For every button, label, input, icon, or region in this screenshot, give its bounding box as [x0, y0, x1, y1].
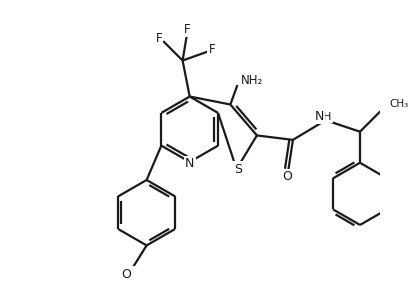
Text: N: N — [185, 157, 194, 170]
Text: H: H — [323, 112, 332, 122]
Text: CH₃: CH₃ — [389, 100, 408, 109]
Text: NH₂: NH₂ — [241, 74, 263, 87]
Text: F: F — [208, 43, 215, 55]
Text: N: N — [315, 110, 324, 123]
Text: S: S — [234, 162, 242, 176]
Text: O: O — [121, 268, 131, 281]
Text: O: O — [282, 170, 291, 183]
Text: F: F — [184, 23, 190, 36]
Text: F: F — [156, 32, 162, 45]
